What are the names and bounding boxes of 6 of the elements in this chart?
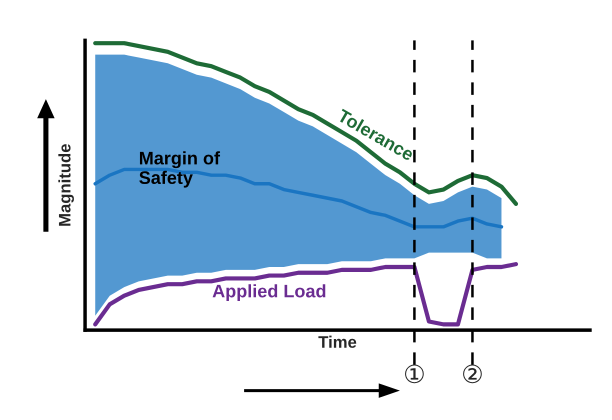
text: ①: [405, 364, 424, 384]
y-axis-title: Magnitude: [58, 144, 74, 226]
series-label: Applied Load: [212, 284, 326, 302]
x-axis-title: Time: [318, 336, 356, 348]
text: ②: [463, 364, 482, 384]
series-label: Margin of Safety: [139, 151, 220, 188]
